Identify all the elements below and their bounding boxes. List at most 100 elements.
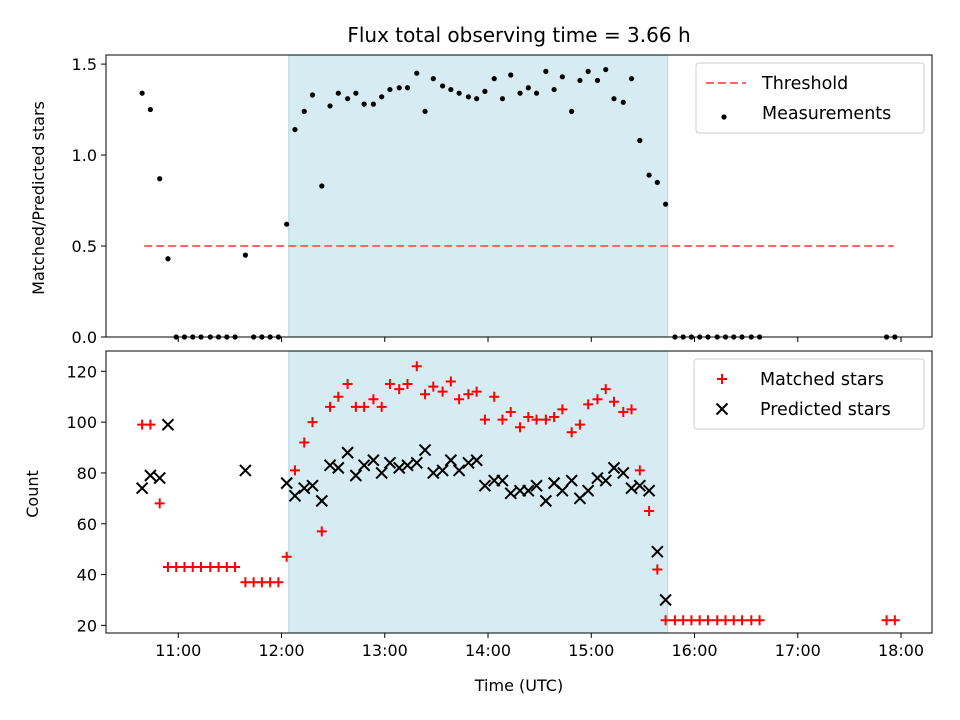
measurement-point <box>370 101 377 107</box>
predicted-stars-point <box>462 456 475 469</box>
matched-stars-point <box>428 381 439 392</box>
matched-stars-point <box>489 391 500 402</box>
measurement-point <box>482 88 488 94</box>
measurement-point <box>284 221 290 227</box>
matched-stars-point <box>523 412 534 423</box>
axes-frame <box>105 54 933 338</box>
measurement-point <box>335 90 341 96</box>
measurement-point <box>396 85 402 91</box>
matched-stars-point <box>420 389 431 400</box>
matched-stars-point <box>889 615 900 626</box>
measurement-point <box>387 86 393 93</box>
predicted-stars-point <box>436 464 449 477</box>
measurement-point <box>620 99 626 105</box>
predicted-stars-point <box>332 461 345 475</box>
matched-stars-point <box>289 465 300 476</box>
measurement-point <box>319 183 325 189</box>
measurement-point <box>637 137 643 144</box>
matched-stars-point <box>445 376 456 387</box>
matched-stars-point <box>195 561 206 572</box>
matched-stars-point <box>281 551 292 562</box>
predicted-stars-point <box>410 456 423 469</box>
predicted-stars-point <box>306 479 319 492</box>
measurement-point <box>543 68 549 74</box>
predicted-stars-point <box>349 469 363 482</box>
x-tick-label: 18:00 <box>878 641 924 660</box>
measurement-point <box>499 96 506 102</box>
predicted-stars-point <box>659 593 672 607</box>
matched-stars-point <box>592 394 603 405</box>
axes-frame <box>105 350 933 634</box>
measurement-point <box>594 77 601 84</box>
measurement-point <box>165 256 171 262</box>
predicted-stars-point <box>452 464 466 477</box>
matched-stars-point <box>316 526 327 537</box>
matched-stars-point <box>384 379 395 390</box>
measurement-point <box>559 74 565 80</box>
matched-stars-point <box>368 394 379 405</box>
predicted-stars-point <box>599 474 612 487</box>
predicted-stars-point <box>565 474 578 487</box>
predicted-stars-point <box>556 484 569 497</box>
measurement-point <box>404 85 411 91</box>
measurement-point <box>301 108 307 114</box>
predicted-stars-point <box>341 446 354 459</box>
measurement-point <box>551 86 557 93</box>
matched-stars-point <box>402 379 413 390</box>
measurement-point <box>439 83 446 89</box>
predicted-stars-point <box>383 456 397 469</box>
legend-matched-swatch <box>717 374 727 384</box>
count-panel: 11:00 12:00 13:00 14:00 15:00 16:00 17:00 18:00… <box>66 350 933 660</box>
measurement-point <box>611 96 617 102</box>
y-tick-label: 100 <box>66 413 97 432</box>
measurement-point <box>603 66 609 73</box>
matched-stars-point <box>359 401 370 412</box>
matched-stars-point <box>463 389 474 400</box>
y-tick-label: 80 <box>77 464 97 483</box>
predicted-stars-point <box>617 466 630 480</box>
measurement-point <box>569 108 575 114</box>
y-tick-label: 0.5 <box>72 237 97 256</box>
measurement-point <box>491 76 497 82</box>
y-tick-label: 60 <box>77 515 97 534</box>
ratio-panel: 0.0 0.5 1.0 1.5 Threshold Measurements <box>72 54 933 347</box>
matched-stars-point <box>644 506 655 517</box>
measurement-point <box>525 85 531 91</box>
matched-stars-point <box>505 406 516 417</box>
x-tick-label: 15:00 <box>568 641 614 660</box>
legend-box <box>693 358 925 430</box>
top-y-axis-label: Matched/Predicted stars <box>29 101 48 295</box>
matched-stars-point <box>566 427 577 438</box>
predicted-stars-point <box>651 545 664 558</box>
measurement-point <box>309 92 316 98</box>
predicted-stars-point <box>581 484 595 497</box>
matched-stars-point <box>273 577 284 588</box>
legend-label: Matched stars <box>760 370 884 390</box>
measurement-point <box>585 68 591 74</box>
x-tick-label: 11:00 <box>155 641 201 660</box>
measurement-point <box>353 90 359 96</box>
measurement-point <box>139 90 145 96</box>
predicted-stars-point <box>239 464 252 477</box>
matched-stars-point <box>540 414 551 425</box>
x-tick-label: 12:00 <box>258 641 304 660</box>
measurement-point <box>242 252 248 258</box>
matched-stars-point <box>600 384 611 395</box>
x-tick-label: 14:00 <box>465 641 511 660</box>
predicted-stars-point <box>393 461 406 475</box>
measurement-point <box>508 72 514 78</box>
predicted-stars-point <box>470 454 483 467</box>
predicted-stars-point <box>444 454 458 467</box>
matched-stars-point <box>154 498 165 509</box>
matched-stars-point <box>626 404 637 415</box>
matched-stars-point <box>471 386 482 397</box>
y-tick-label: 120 <box>66 362 97 381</box>
matched-stars-point <box>583 399 594 410</box>
predicted-stars-point <box>161 418 175 431</box>
predicted-stars-point <box>478 479 492 492</box>
measurement-point <box>654 179 660 185</box>
predicted-stars-point <box>298 481 311 495</box>
legend-box <box>695 62 925 134</box>
matched-stars-point <box>754 615 765 626</box>
x-tick-label: 17:00 <box>775 641 821 660</box>
